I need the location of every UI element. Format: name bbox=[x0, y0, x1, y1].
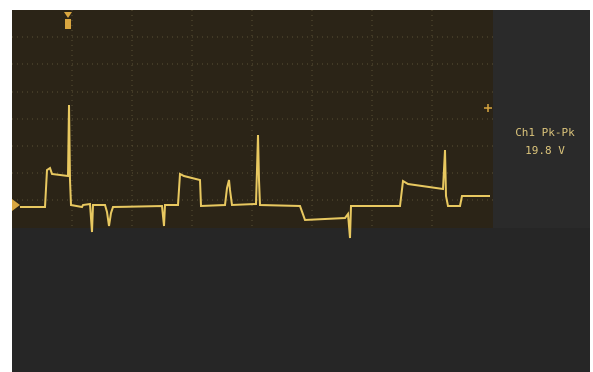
measurement-panel bbox=[493, 10, 590, 228]
scope-display: Ch1 Pk-Pk 19.8 V bbox=[0, 0, 593, 372]
lower-panel bbox=[12, 228, 590, 372]
scope-screenshot: Ch1 Pk-Pk 19.8 V bbox=[0, 0, 593, 372]
measurement-label: Ch1 Pk-Pk bbox=[515, 126, 575, 139]
measurement-value: 19.8 V bbox=[525, 144, 565, 157]
